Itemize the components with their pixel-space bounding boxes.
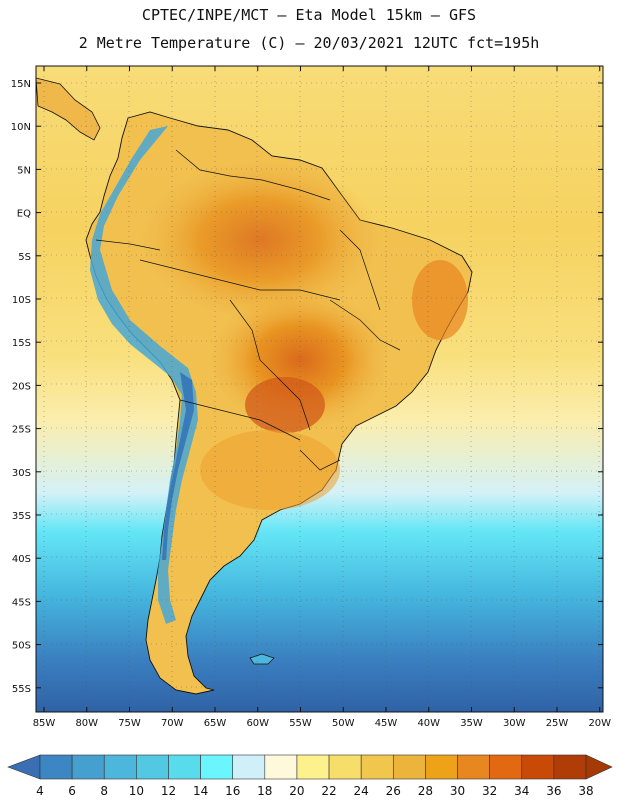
map-title: CPTEC/INPE/MCT – Eta Model 15km – GFS bbox=[141, 6, 477, 24]
lon-label: 65W bbox=[204, 718, 227, 729]
lat-label: 35S bbox=[12, 511, 31, 522]
latitude-axis: 15N 10N 5N EQ 5S 10S 15S 20S 25S 30S 35S 40S 45S 50S 5… bbox=[11, 79, 603, 695]
colorbar-swatch bbox=[360, 754, 394, 780]
lon-label: 40W bbox=[417, 718, 440, 729]
colorbar-label: 34 bbox=[514, 784, 529, 798]
colorbar-label: 28 bbox=[418, 784, 433, 798]
colorbar-label: 38 bbox=[578, 784, 593, 798]
lon-label: 35W bbox=[460, 718, 483, 729]
colorbar-arrow-left bbox=[7, 754, 41, 780]
colorbar-swatch bbox=[264, 754, 298, 780]
lat-label: 10N bbox=[11, 122, 31, 133]
lon-label: 75W bbox=[118, 718, 141, 729]
colorbar-swatch bbox=[489, 754, 523, 780]
lat-label: 20S bbox=[12, 381, 31, 392]
lat-label: 45S bbox=[12, 597, 31, 608]
colorbar-swatch bbox=[71, 754, 105, 780]
hot-core-amazon bbox=[140, 160, 380, 320]
colorbar-swatch bbox=[39, 754, 73, 780]
colorbar-label: 6 bbox=[68, 784, 76, 798]
hot-core-paraguay bbox=[245, 377, 325, 433]
colorbar-swatch bbox=[103, 754, 137, 780]
lon-label: 25W bbox=[546, 718, 569, 729]
colorbar-label: 8 bbox=[100, 784, 108, 798]
colorbar-swatch bbox=[200, 754, 234, 780]
colorbar-swatch bbox=[521, 754, 555, 780]
colorbar-swatch bbox=[457, 754, 490, 780]
lon-label: 60W bbox=[246, 718, 269, 729]
colorbar-label: 22 bbox=[321, 784, 336, 798]
central-america bbox=[36, 77, 101, 141]
lon-label: 85W bbox=[33, 718, 56, 729]
andes-cold-core bbox=[162, 372, 194, 560]
colorbar-label: 36 bbox=[546, 784, 561, 798]
map-area bbox=[36, 66, 603, 712]
lat-label: 10S bbox=[12, 295, 31, 306]
colorbar-swatch bbox=[392, 754, 426, 780]
lon-label: 70W bbox=[161, 718, 184, 729]
colorbar-swatch bbox=[136, 754, 169, 780]
lon-label: 30W bbox=[503, 718, 526, 729]
colorbar-label: 24 bbox=[354, 784, 369, 798]
falkland-islands bbox=[249, 653, 275, 665]
colorbar-swatch bbox=[425, 754, 458, 780]
colorbar-label: 32 bbox=[482, 784, 497, 798]
colorbar-label: 18 bbox=[257, 784, 272, 798]
longitude-axis: 85W 80W 75W 70W 65W 60W 55W 50W 45W 40W 35W 30W 25W 2… bbox=[33, 66, 611, 729]
lat-label: 5S bbox=[18, 252, 31, 263]
lon-label: 20W bbox=[588, 718, 611, 729]
colorbar-label: 30 bbox=[450, 784, 465, 798]
map-subtitle: 2 Metre Temperature (C) – 20/03/2021 12U… bbox=[78, 34, 540, 52]
colorbar-label: 4 bbox=[36, 784, 44, 798]
colorbar-label: 12 bbox=[161, 784, 176, 798]
colorbar-swatch bbox=[168, 754, 201, 780]
lat-label: 55S bbox=[12, 684, 31, 695]
colorbar-label: 16 bbox=[225, 784, 240, 798]
lat-label: 25S bbox=[12, 425, 31, 436]
colorbar-swatch bbox=[328, 754, 362, 780]
map-frame bbox=[35, 65, 604, 713]
colorbar-swatch bbox=[296, 754, 330, 780]
hot-core-northeast bbox=[412, 260, 468, 340]
colorbar-label: 20 bbox=[289, 784, 304, 798]
colorbar-swatch bbox=[232, 754, 266, 780]
lat-label: EQ bbox=[17, 209, 31, 220]
lat-label: 15N bbox=[11, 79, 31, 90]
lat-label: 5N bbox=[17, 165, 31, 176]
lat-label: 30S bbox=[12, 468, 31, 479]
colorbar-arrow-right bbox=[585, 754, 613, 780]
lon-label: 80W bbox=[75, 718, 98, 729]
colorbar-swatch bbox=[553, 754, 587, 780]
colorbar-label: 10 bbox=[129, 784, 144, 798]
warm-south bbox=[200, 430, 340, 510]
lat-label: 15S bbox=[12, 338, 31, 349]
colorbar-label: 14 bbox=[193, 784, 208, 798]
lat-label: 50S bbox=[12, 641, 31, 652]
lon-label: 55W bbox=[289, 718, 312, 729]
colorbar: 4 6 8 10 12 14 16 18 20 22 24 26 28 30 32 34 36 38 bbox=[7, 754, 613, 798]
lon-label: 45W bbox=[375, 718, 398, 729]
lat-label: 40S bbox=[12, 554, 31, 565]
country-borders bbox=[95, 149, 401, 471]
colorbar-label: 26 bbox=[386, 784, 401, 798]
lon-label: 50W bbox=[332, 718, 355, 729]
